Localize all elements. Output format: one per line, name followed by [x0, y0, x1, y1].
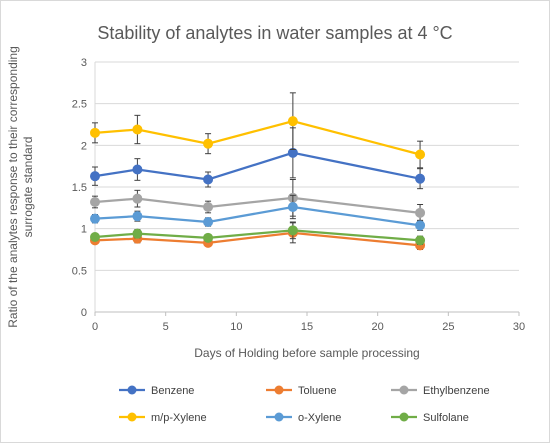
legend-label: o-Xylene — [298, 412, 341, 424]
x-tick-label: 0 — [92, 321, 98, 333]
legend-marker — [399, 385, 409, 395]
y-tick-label: 0.5 — [72, 265, 87, 277]
x-axis-label: Days of Holding before sample processing — [194, 346, 419, 360]
data-point — [132, 211, 143, 222]
x-tick-label: 25 — [442, 321, 454, 333]
legend-marker — [274, 385, 284, 395]
gridlines — [95, 61, 519, 313]
series-m-p-xylene — [90, 92, 426, 169]
series-line — [94, 151, 421, 181]
legend-label: Toluene — [298, 385, 337, 397]
legend-item: Sulfolane — [391, 412, 469, 424]
y-tick-label: 0 — [81, 307, 87, 319]
y-tick-label: 1.5 — [72, 182, 87, 194]
data-point — [287, 116, 298, 127]
y-tick-label: 2 — [81, 140, 87, 152]
x-tick-label: 15 — [301, 321, 313, 333]
legend-marker — [127, 385, 137, 395]
legend: Benzene Toluene Ethylbenzene m/p-Xylene o-Xy… — [119, 385, 490, 424]
data-point — [203, 174, 214, 185]
data-point — [203, 217, 214, 227]
y-tick-label: 3 — [81, 57, 87, 69]
data-point — [132, 193, 143, 204]
y-axis-label-line: Ratio of the analytes response to their … — [6, 46, 20, 328]
series-group — [90, 92, 426, 251]
legend-marker — [274, 412, 284, 422]
legend-label: Benzene — [151, 385, 194, 397]
series-o-xylene — [90, 194, 426, 231]
legend-label: Ethylbenzene — [423, 385, 490, 397]
data-point — [132, 164, 143, 175]
x-tick-label: 10 — [230, 321, 242, 333]
data-point — [415, 235, 426, 246]
x-tick-label: 30 — [513, 321, 525, 333]
data-point — [287, 202, 298, 212]
legend-marker — [399, 412, 409, 422]
x-tick-labels: 0 5 10 15 20 25 30 — [92, 321, 525, 333]
legend-label: Sulfolane — [423, 412, 469, 424]
series-line — [94, 120, 421, 156]
data-point — [90, 127, 100, 138]
legend-label: m/p-Xylene — [151, 412, 207, 424]
data-point — [203, 138, 214, 149]
series-sulfolane — [90, 221, 426, 246]
x-tick-label: 20 — [372, 321, 384, 333]
legend-item: o-Xylene — [266, 412, 341, 424]
y-axis-label: Ratio of the analytes response to their … — [6, 46, 35, 328]
series-line — [94, 205, 421, 227]
y-axis-label-line: surrogate standard — [21, 137, 35, 238]
data-point — [415, 207, 426, 218]
data-point — [90, 171, 100, 182]
y-tick-label: 1 — [81, 224, 87, 236]
data-point — [287, 225, 298, 236]
legend-item: Toluene — [266, 385, 337, 397]
y-tick-label: 2.5 — [72, 99, 87, 111]
y-tick-labels: 0 0.5 1 1.5 2 2.5 3 — [72, 57, 87, 319]
data-point — [132, 228, 143, 239]
data-point — [203, 202, 214, 212]
series-line — [94, 196, 421, 214]
data-point — [132, 124, 143, 135]
data-point — [203, 232, 214, 243]
legend-marker — [127, 412, 137, 422]
chart-title: Stability of analytes in water samples a… — [97, 23, 452, 43]
data-point — [90, 213, 100, 224]
series-benzene — [90, 127, 426, 190]
series-ethylbenzene — [90, 179, 426, 222]
legend-item: m/p-Xylene — [119, 412, 207, 424]
x-tick-label: 5 — [163, 321, 169, 333]
data-point — [415, 220, 426, 231]
legend-item: Ethylbenzene — [391, 385, 490, 397]
legend-item: Benzene — [119, 385, 194, 397]
data-point — [90, 232, 100, 242]
y-axis-label-text: Ratio of the analytes response to their … — [6, 46, 35, 328]
axes — [94, 62, 520, 316]
data-point — [415, 149, 426, 160]
data-point — [415, 173, 426, 184]
data-point — [90, 197, 100, 207]
